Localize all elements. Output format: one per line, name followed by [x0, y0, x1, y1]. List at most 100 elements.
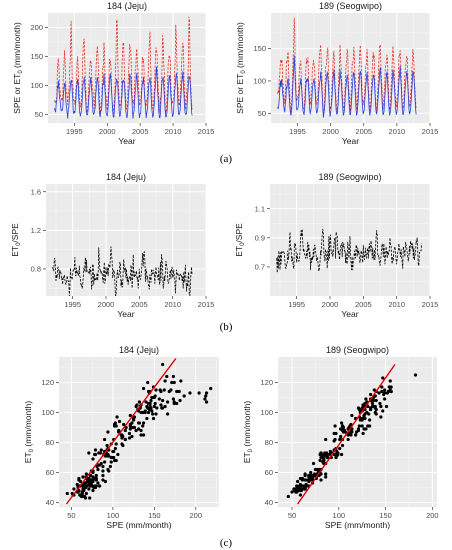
data-point: [364, 397, 368, 401]
data-point: [303, 487, 307, 491]
data-point: [381, 376, 385, 380]
data-point: [150, 395, 154, 400]
x-axis-label: SPE (mm/month): [106, 520, 171, 530]
data-point: [146, 410, 151, 415]
x-axis-label: SPE (mm/month): [325, 520, 390, 530]
data-point: [91, 478, 95, 482]
fit-line: [65, 358, 177, 505]
data-point: [117, 419, 122, 424]
data-point: [339, 434, 343, 439]
data-point: [91, 488, 95, 493]
data-point: [103, 437, 107, 442]
data-point: [318, 458, 322, 463]
data-point: [303, 473, 307, 478]
data-point: [299, 487, 303, 491]
series-line-ratio: [52, 246, 193, 296]
data-point: [361, 431, 365, 436]
data-point: [325, 455, 330, 460]
data-point: [320, 454, 324, 458]
data-point: [128, 427, 132, 431]
data-point: [340, 424, 345, 428]
x-tick-label: 2005: [355, 127, 372, 136]
data-point: [81, 475, 85, 479]
data-point: [139, 433, 143, 437]
data-point: [374, 398, 378, 403]
chart-title: 184 (Jeju): [119, 345, 159, 355]
data-point: [338, 437, 342, 442]
data-point: [151, 416, 156, 421]
data-point: [139, 428, 143, 433]
chart-title: 189 (Seogwipo): [319, 1, 382, 11]
x-tick-label: 1995: [66, 127, 83, 136]
y-tick-label: 1.1: [255, 204, 265, 213]
data-point: [343, 430, 347, 434]
data-point: [97, 451, 101, 455]
chart-b-jeju-ratio: 1995 2000 2005 2010 2015 0.8 1.2 1.6 184 (Jeju) Y…: [10, 172, 214, 319]
data-point: [72, 487, 76, 491]
data-point: [333, 424, 337, 428]
x-tick-label: 2015: [198, 127, 215, 136]
data-point: [322, 457, 326, 461]
data-point: [93, 452, 97, 457]
data-point: [300, 478, 304, 482]
chart-title: 184 (Jeju): [107, 1, 147, 11]
y-axis-label: ET0 (mm/month): [23, 401, 35, 464]
data-point: [113, 446, 117, 451]
data-point: [161, 362, 165, 367]
data-point: [155, 406, 159, 410]
data-point: [383, 388, 387, 392]
x-tick-label: 2010: [164, 300, 181, 309]
data-point: [80, 494, 84, 499]
x-axis-label: Year: [342, 136, 359, 146]
y-tick-label: 60: [46, 468, 54, 477]
data-point: [170, 380, 174, 385]
data-point: [83, 482, 87, 487]
x-tick-label: 150: [379, 511, 392, 520]
y-tick-label: 80: [265, 438, 273, 447]
data-point: [325, 452, 329, 457]
series-line-spe: [54, 16, 193, 118]
data-point: [88, 496, 92, 500]
x-tick-label: 2005: [132, 127, 149, 136]
plot-area: [65, 358, 213, 505]
data-point: [96, 467, 100, 472]
y-tick-label: 0.9: [255, 233, 265, 242]
data-point: [286, 494, 290, 499]
data-point: [101, 473, 105, 478]
data-point: [378, 401, 382, 406]
data-point: [141, 433, 146, 437]
data-point: [160, 406, 164, 410]
data-point: [171, 397, 175, 401]
data-point: [383, 397, 387, 401]
chart-a-jeju-timeseries: 1995 2000 2005 2010 2015 50 100 150 200 184 (Jeju…: [12, 1, 214, 146]
data-point: [172, 380, 176, 385]
data-point: [303, 484, 307, 488]
data-point: [101, 478, 105, 482]
data-point: [165, 374, 169, 379]
data-point: [159, 403, 163, 407]
plot-area: [276, 228, 423, 274]
y-tick-label: 40: [46, 498, 54, 507]
data-point: [103, 479, 108, 484]
data-point: [131, 425, 135, 430]
data-point: [96, 481, 100, 485]
x-tick-label: 2000: [322, 127, 339, 136]
data-point: [101, 469, 105, 473]
data-point: [143, 410, 147, 415]
data-point: [120, 442, 124, 446]
data-point: [346, 437, 350, 442]
data-point: [367, 412, 371, 416]
data-point: [384, 404, 389, 409]
data-point: [188, 391, 192, 395]
data-point: [146, 380, 150, 385]
data-point: [108, 464, 112, 469]
data-point: [162, 388, 166, 392]
data-point: [357, 407, 361, 412]
data-point: [94, 484, 98, 488]
data-point: [381, 409, 385, 413]
data-point: [103, 460, 107, 464]
data-point: [340, 443, 345, 448]
x-axis-label: Year: [118, 136, 135, 146]
data-point: [153, 394, 157, 398]
data-point: [85, 484, 89, 488]
